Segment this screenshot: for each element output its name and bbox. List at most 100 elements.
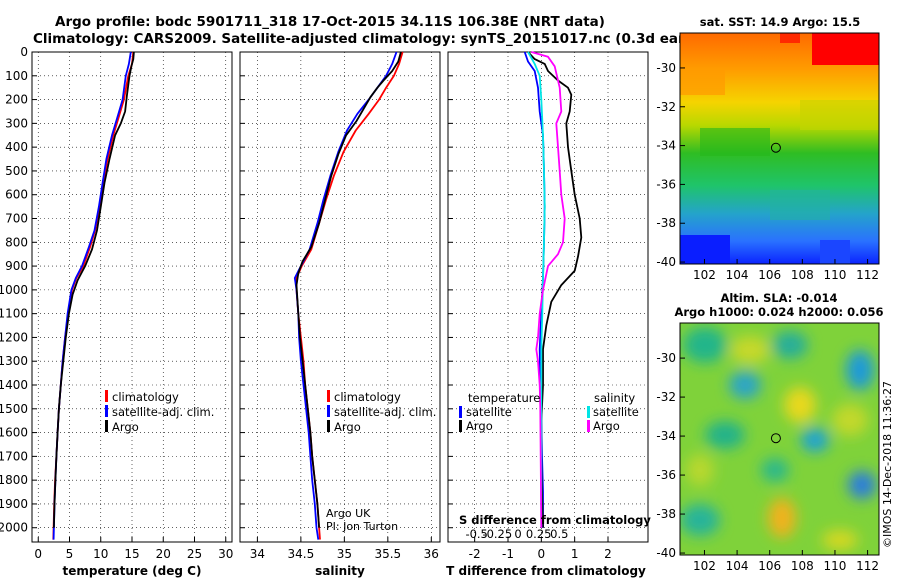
legend-label-argo: Argo	[112, 420, 139, 434]
x-tick-label: 5	[66, 547, 74, 561]
salinity-panel	[239, 51, 441, 543]
sla-high-blob	[822, 530, 858, 550]
difference-legend: temperature salinity satellite Argo sate…	[459, 391, 639, 433]
map-y-tick-label: -34	[656, 429, 676, 443]
figure-title-line1: Argo profile: bodc 5901711_318 17-Oct-20…	[55, 14, 605, 30]
sla-map-frame	[679, 322, 880, 556]
s-tick-label: 0	[514, 527, 521, 541]
sla-map	[680, 323, 879, 555]
map-axes: 102 104 106 108 110 112 -30 -32 -34 -36 -38 -40 102 1…	[656, 61, 879, 573]
y-tick-label: 200	[5, 93, 28, 107]
x-tick-label: 1	[571, 547, 579, 561]
legend-swatch-t-satellite	[459, 406, 462, 418]
x-tick-label: 34.5	[288, 547, 315, 561]
sst-map	[680, 33, 879, 264]
sla-low-blob	[801, 428, 829, 452]
y-tick-label: 300	[5, 116, 28, 130]
legend-label-s-argo: Argo	[593, 419, 620, 433]
imos-credit: ©IMOS 14-Dec-2018 11:36:27	[881, 381, 894, 548]
map-x-tick-label: 108	[791, 559, 814, 573]
map-x-tick-label: 110	[824, 559, 847, 573]
temperature-legend: climatology satellite-adj. clim. Argo	[105, 390, 214, 434]
depth-axis: 0 100 200 300 400 500 600 700 800 900 1000 1100 1200…	[0, 45, 28, 535]
map-y-tick-label: -40	[656, 255, 676, 269]
sla-low-blob	[729, 371, 761, 399]
map-x-tick-label: 104	[726, 559, 749, 573]
sla-low-blob	[846, 350, 874, 390]
difference-panel	[447, 51, 649, 543]
legend-label-climatology: climatology	[334, 390, 401, 404]
map-y-tick-label: -38	[656, 507, 676, 521]
x-tick-label: 20	[156, 547, 171, 561]
legend-swatch-satellite	[105, 405, 108, 417]
legend-swatch-climatology	[327, 390, 330, 402]
sla-high-blob	[784, 387, 816, 423]
sst-warm-patch	[812, 33, 879, 65]
figure-title-line2: Climatology: CARS2009. Satellite-adjuste…	[33, 31, 716, 47]
y-tick-label: 1700	[0, 449, 28, 463]
y-tick-label: 1800	[0, 473, 28, 487]
sst-map-frame	[679, 32, 880, 265]
sla-high-blob	[768, 498, 796, 538]
legend-label-t-satellite: satellite	[466, 405, 512, 419]
map-x-tick-label: 108	[791, 268, 814, 282]
temperature-xlabel: temperature (deg C)	[63, 564, 202, 578]
y-tick-label: 1000	[0, 283, 28, 297]
legend-label-satellite: satellite-adj. clim.	[334, 405, 436, 419]
legend-label-s-satellite: satellite	[593, 405, 639, 419]
s-tick-label: 0.5	[550, 527, 568, 541]
x-tick-label: 30	[218, 547, 233, 561]
x-tick-label: 34	[250, 547, 265, 561]
y-tick-label: 100	[5, 69, 28, 83]
y-tick-label: 2000	[0, 521, 28, 535]
sst-cyan-patch	[770, 190, 830, 220]
sst-green-patch	[700, 128, 770, 156]
s-tick-label: 0.25	[526, 527, 552, 541]
map-x-tick-label: 102	[693, 559, 716, 573]
sla-map-title-line2: Argo h1000: 0.024 h2000: 0.056	[674, 305, 883, 319]
y-tick-label: 500	[5, 164, 28, 178]
y-tick-label: 1900	[0, 497, 28, 511]
sst-orange-patch	[680, 70, 725, 95]
legend-swatch-s-satellite	[587, 406, 590, 418]
map-y-tick-label: -32	[656, 100, 676, 114]
x-tick-label: 0	[538, 547, 546, 561]
argo-location-marker	[770, 433, 781, 444]
map-y-tick-label: -36	[656, 177, 676, 191]
map-x-tick-label: 106	[758, 559, 781, 573]
sla-low-blob	[680, 504, 720, 536]
map-x-tick-label: 102	[693, 268, 716, 282]
map-x-tick-label: 110	[824, 268, 847, 282]
legend-swatch-climatology	[105, 390, 108, 402]
y-tick-label: 700	[5, 212, 28, 226]
x-tick-label: 35.5	[374, 547, 401, 561]
y-tick-label: 1200	[0, 330, 28, 344]
y-tick-label: 1600	[0, 426, 28, 440]
map-x-tick-label: 104	[726, 268, 749, 282]
s-difference-title: S difference from climatology	[459, 513, 651, 527]
sst-blue-patch	[680, 235, 730, 264]
y-tick-label: 1400	[0, 378, 28, 392]
salinity-legend: climatology satellite-adj. clim. Argo	[327, 390, 436, 434]
y-tick-label: 0	[20, 45, 28, 59]
legend-header-temperature: temperature	[468, 391, 540, 405]
series-line-argo	[53, 51, 135, 528]
legend-swatch-t-argo	[459, 420, 462, 432]
legend-swatch-argo	[327, 420, 330, 432]
x-tick-label: 35	[337, 547, 352, 561]
argo-location-marker	[770, 142, 781, 153]
sla-low-blob	[705, 421, 745, 449]
map-y-tick-label: -30	[656, 351, 676, 365]
series-line-argo	[295, 51, 402, 528]
sst-yellow-patch	[800, 100, 879, 130]
map-y-tick-label: -32	[656, 390, 676, 404]
x-tick-label: 36	[424, 547, 439, 561]
x-tick-label: 15	[124, 547, 139, 561]
legend-swatch-argo	[105, 420, 108, 432]
difference-plot: -2 -1 0 1 2-0.5-0.25 0 0.250.5	[448, 51, 648, 561]
sla-low-blob	[683, 327, 727, 363]
salinity-xlabel: salinity	[315, 564, 365, 578]
y-tick-label: 1100	[0, 307, 28, 321]
series-line-argo	[531, 51, 566, 528]
map-y-tick-label: -30	[656, 61, 676, 75]
